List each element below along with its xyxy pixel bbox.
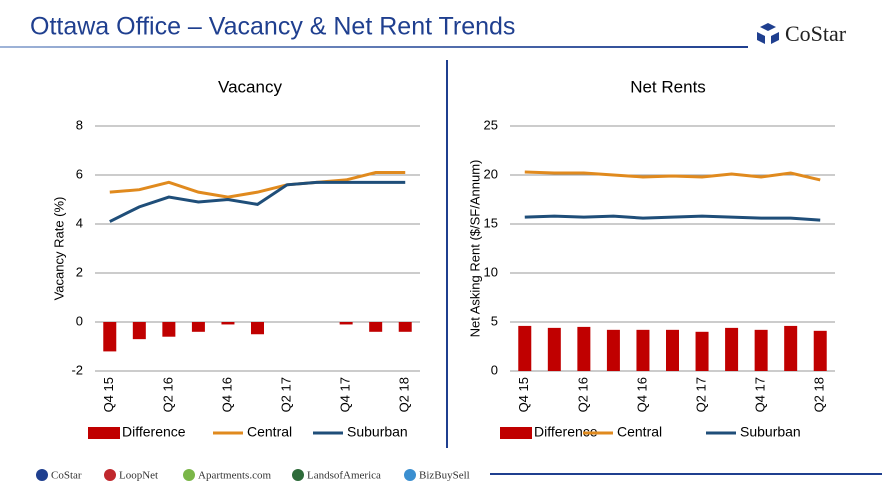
y-tick-label: -2	[71, 362, 83, 377]
x-tick-label: Q2 16	[160, 377, 175, 412]
legend-label: Central	[247, 424, 292, 440]
y-tick-label: 6	[76, 166, 83, 181]
y-tick-label: 5	[491, 313, 498, 328]
bar	[695, 331, 709, 371]
y-axis-label: Net Asking Rent ($/SF/Annum)	[467, 160, 482, 338]
brand-icon	[404, 469, 416, 481]
legend-label: Central	[617, 424, 662, 440]
brand-name: CoStar	[51, 470, 82, 482]
brand-name: BizBuySell	[419, 470, 470, 482]
x-tick-label: Q4 16	[634, 377, 649, 412]
bar	[191, 322, 205, 332]
logo-text: CoStar	[785, 21, 847, 46]
line-series	[109, 180, 406, 223]
bar	[339, 322, 353, 325]
x-tick-label: Q2 18	[812, 377, 827, 412]
y-tick-label: 4	[76, 215, 83, 230]
bar	[636, 329, 650, 371]
brand-icon	[36, 469, 48, 481]
bar	[398, 322, 412, 332]
x-tick-label: Q2 17	[278, 377, 293, 412]
line-series	[524, 214, 821, 222]
legend-swatch	[88, 427, 120, 439]
line-series	[524, 170, 821, 182]
legend-label: Suburban	[347, 424, 408, 440]
legend-label: Difference	[534, 424, 598, 440]
x-tick-label: Q4 17	[753, 377, 768, 412]
bar	[725, 327, 739, 371]
y-tick-label: 15	[484, 215, 498, 230]
chart-title: Vacancy	[218, 77, 282, 96]
line-series	[109, 171, 406, 199]
brand-icon	[104, 469, 116, 481]
legend-label: Suburban	[740, 424, 801, 440]
legend-swatch	[500, 427, 532, 439]
legend-label: Difference	[122, 424, 186, 440]
logo-icon	[757, 23, 779, 44]
y-tick-label: 25	[484, 117, 498, 132]
bar	[666, 329, 679, 371]
x-tick-label: Q2 17	[693, 377, 708, 412]
x-tick-label: Q2 18	[397, 377, 412, 412]
bar	[221, 322, 235, 325]
slide-title: Ottawa Office – Vacancy & Net Rent Trend…	[30, 13, 515, 41]
chart-title: Net Rents	[630, 77, 706, 96]
bar	[606, 329, 620, 371]
y-tick-label: 10	[484, 264, 498, 279]
title-underline	[0, 46, 748, 48]
brand-icon	[292, 469, 304, 481]
x-tick-label: Q4 17	[338, 377, 353, 412]
bar	[162, 322, 176, 337]
bar	[369, 322, 383, 332]
bar	[251, 322, 264, 335]
x-tick-label: Q4 15	[101, 377, 116, 412]
x-tick-label: Q4 16	[219, 377, 234, 412]
brand-name: LoopNet	[119, 470, 158, 482]
bar	[547, 327, 561, 371]
y-tick-label: 0	[76, 313, 83, 328]
bar	[132, 322, 146, 340]
bar	[754, 329, 768, 371]
bar	[577, 326, 591, 371]
y-axis-label: Vacancy Rate (%)	[51, 197, 66, 301]
y-tick-label: 8	[76, 117, 83, 132]
brand-name: LandsofAmerica	[307, 470, 381, 482]
x-tick-label: Q4 15	[516, 377, 531, 412]
bar	[103, 322, 117, 352]
brand-icon	[183, 469, 195, 481]
y-tick-label: 0	[491, 362, 498, 377]
brand-name: Apartments.com	[198, 470, 271, 482]
bar	[518, 325, 532, 371]
y-tick-label: 2	[76, 264, 83, 279]
bar	[784, 325, 798, 371]
y-tick-label: 20	[484, 166, 498, 181]
x-tick-label: Q2 16	[575, 377, 590, 412]
bar	[813, 330, 827, 371]
